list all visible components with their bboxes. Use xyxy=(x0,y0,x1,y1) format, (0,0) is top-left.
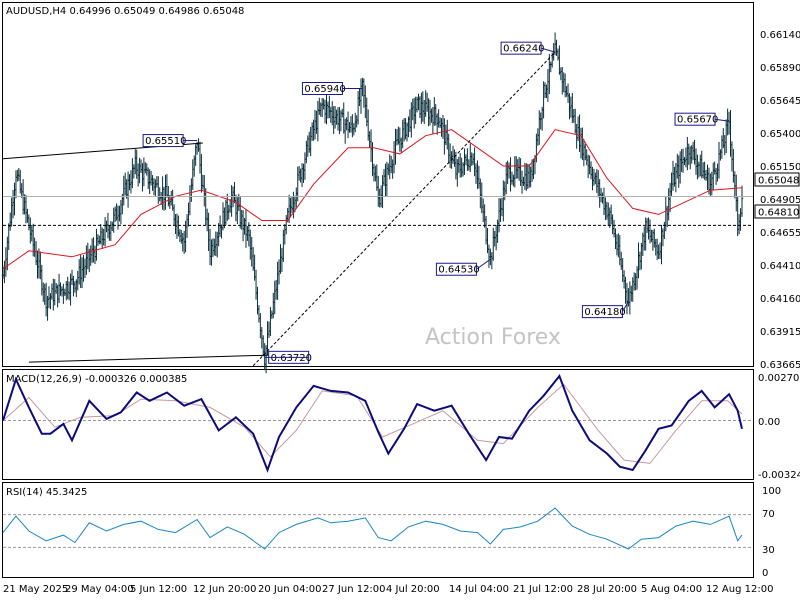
support-price-flag xyxy=(754,204,800,219)
macd-panel-frame xyxy=(2,369,754,480)
time-tick-label: 12 Jun 20:00 xyxy=(193,584,257,595)
price-axis: 0.66140 0.65890 0.65645 0.65400 0.65150 … xyxy=(760,30,800,371)
rsi-line xyxy=(2,507,743,550)
swing-label-connector xyxy=(714,118,730,122)
swing-label: 0.64180 xyxy=(584,307,625,318)
price-tick-label: 0.64905 xyxy=(760,195,800,206)
rsi-tick-label: 100 xyxy=(762,486,781,497)
time-tick-label: 5 Aug 04:00 xyxy=(641,584,702,595)
macd-tick-label: 0.00 xyxy=(758,417,780,428)
swing-label-connector xyxy=(476,258,491,270)
price-tick-label: 0.65890 xyxy=(760,63,800,74)
price-tick-label: 0.64655 xyxy=(760,228,800,239)
rsi-tick-label: 30 xyxy=(762,545,775,556)
swing-label-connector xyxy=(621,301,629,312)
price-tick-label: 0.66140 xyxy=(760,30,800,41)
time-tick-label: 21 Jul 12:00 xyxy=(513,584,573,595)
swing-label: 0.65940 xyxy=(304,84,345,95)
price-tick-label: 0.65150 xyxy=(760,162,800,173)
swing-label: 0.65510 xyxy=(145,136,186,147)
time-tick-label: 21 May 2025 xyxy=(3,584,68,595)
time-tick-label: 14 Jul 04:00 xyxy=(449,584,509,595)
trendline-dashed-channel xyxy=(252,51,556,367)
rsi-panel-title: RSI(14) 45.3425 xyxy=(6,487,87,498)
watermark: Action Forex xyxy=(425,325,561,350)
swing-label: 0.65670 xyxy=(677,115,718,126)
price-panel-frame xyxy=(2,2,754,367)
macd-panel-title: MACD(12,26,9) -0.000326 0.000385 xyxy=(6,374,187,385)
time-tick-label: 4 Jul 20:00 xyxy=(386,584,440,595)
rsi-tick-label: 0 xyxy=(762,568,768,579)
rsi-panel-frame xyxy=(2,482,754,578)
macd-line xyxy=(2,373,743,473)
price-tick-label: 0.63665 xyxy=(760,360,800,371)
time-tick-label: 28 Jul 20:00 xyxy=(577,584,637,595)
time-tick-label: 27 Jun 12:00 xyxy=(322,584,386,595)
swing-label-connector xyxy=(540,47,556,53)
macd-tick-label: 0.002702 xyxy=(758,373,800,384)
price-tick-label: 0.64410 xyxy=(760,261,800,272)
current-price-label: 0.65048 xyxy=(758,176,799,187)
rsi-tick-label: 70 xyxy=(762,509,775,520)
time-axis: 21 May 2025 29 May 04:00 5 Jun 12:00 12 … xyxy=(3,584,773,595)
time-tick-label: 29 May 04:00 xyxy=(65,584,134,595)
moving-average-line xyxy=(2,129,743,270)
time-tick-label: 12 Aug 12:00 xyxy=(706,584,773,595)
swing-label: 0.64530 xyxy=(438,265,479,276)
swing-label: 0.66240 xyxy=(503,44,544,55)
price-tick-label: 0.63915 xyxy=(760,327,800,338)
macd-signal-line xyxy=(2,383,743,464)
time-tick-label: 20 Jun 04:00 xyxy=(258,584,322,595)
support-price-label: 0.64810 xyxy=(758,208,799,219)
current-price-flag xyxy=(754,172,800,187)
time-tick-label: 5 Jun 12:00 xyxy=(130,584,187,595)
price-panel-title: AUDUSD,H4 0.64996 0.65049 0.64986 0.6504… xyxy=(6,6,244,17)
trendline-lower xyxy=(28,354,277,363)
price-tick-label: 0.64160 xyxy=(760,294,800,305)
price-tick-label: 0.65645 xyxy=(760,96,800,107)
swing-label: 0.63720 xyxy=(271,353,312,364)
price-tick-label: 0.65400 xyxy=(760,129,800,140)
